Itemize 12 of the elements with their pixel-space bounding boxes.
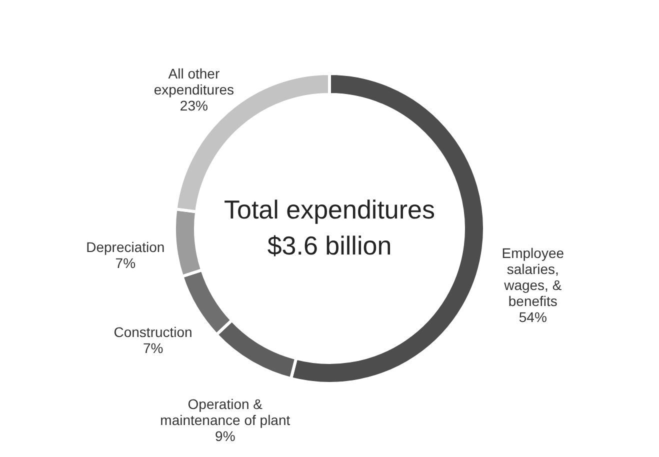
data-label: 7% — [115, 254, 136, 271]
data-label: 7% — [142, 340, 164, 356]
slice-label: All other expenditures — [154, 66, 234, 98]
slice-label: Depreciation — [86, 238, 165, 255]
slice-label: Construction — [114, 324, 192, 340]
data-label: 23% — [180, 98, 208, 114]
slice-label: Operation & maintenance of plant — [160, 396, 290, 428]
text: Total expenditures — [224, 194, 436, 224]
data-label: 9% — [215, 428, 236, 444]
slice-label: Employee salaries, wages, & benefits — [502, 245, 564, 310]
text: $3.6 billion — [267, 230, 392, 260]
data-label: 54% — [518, 309, 547, 326]
